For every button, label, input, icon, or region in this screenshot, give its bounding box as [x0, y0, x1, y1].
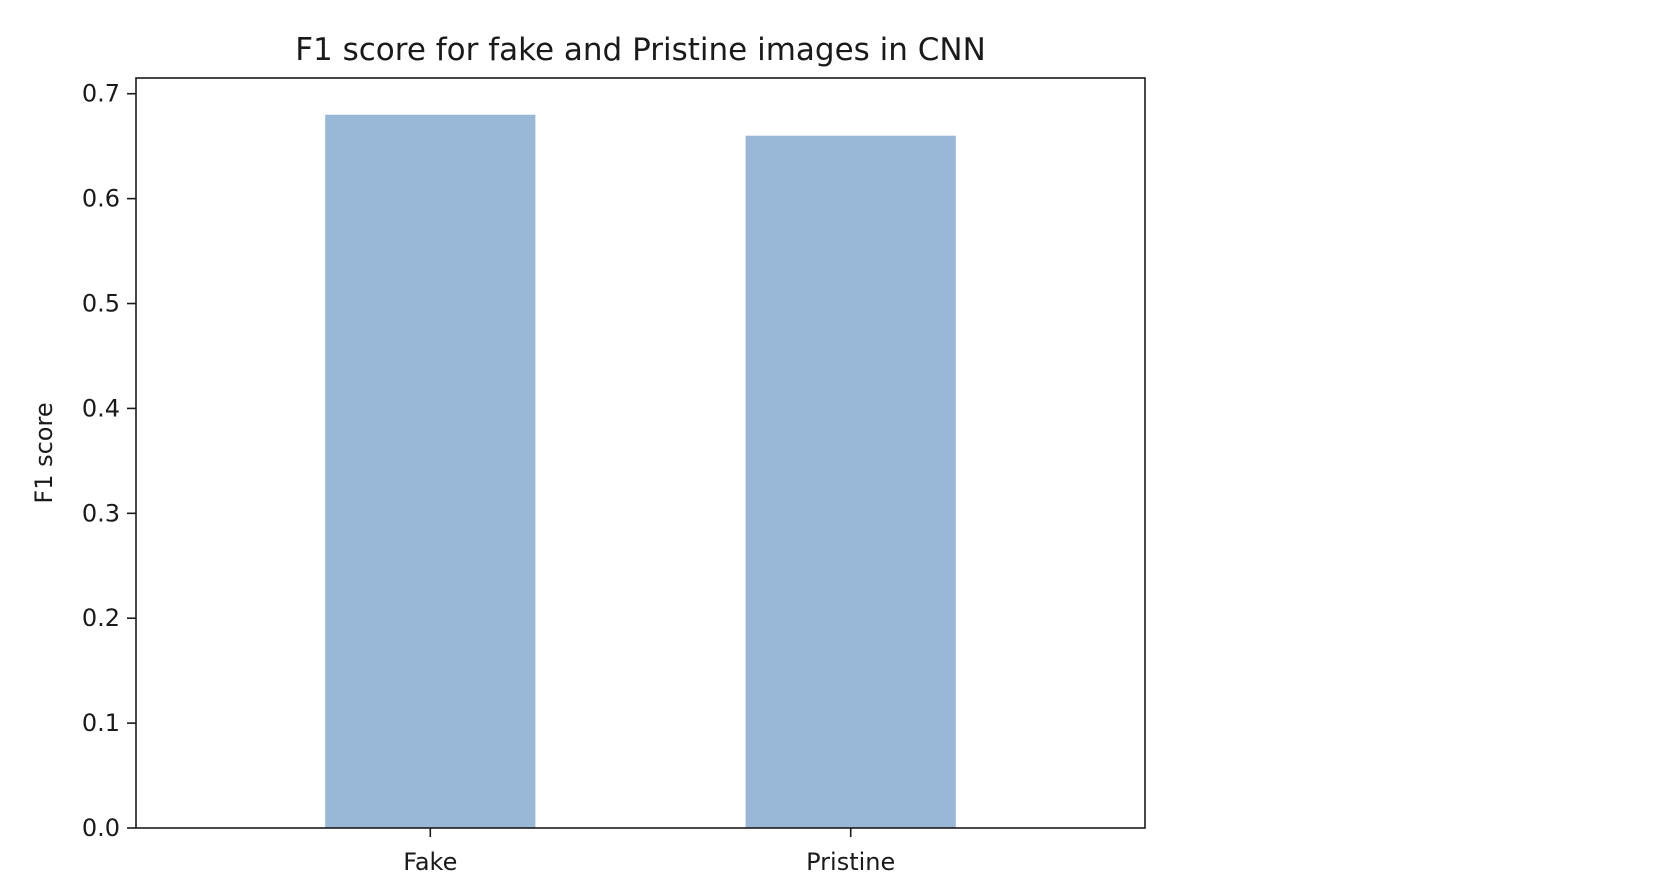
plot-frame: [135, 77, 1146, 829]
bar-fake: [325, 114, 536, 829]
y-tick-label: 0.1: [82, 709, 120, 737]
x-tick-label: Pristine: [806, 848, 895, 876]
y-tick-label: 0.7: [82, 80, 120, 108]
x-tick-label: Fake: [403, 848, 457, 876]
bars-group: [325, 114, 956, 829]
chart-title: F1 score for fake and Pristine images in…: [295, 32, 986, 68]
y-axis-ticks: 0.0 0.1 0.2 0.3 0.4 0.5 0.6 0.7: [82, 80, 136, 842]
y-tick-label: 0.6: [82, 185, 120, 213]
y-tick-label: 0.0: [82, 814, 120, 842]
y-axis-label: F1 score: [30, 402, 58, 503]
y-tick-label: 0.4: [82, 394, 120, 422]
x-axis-ticks: Fake Pristine: [403, 828, 895, 876]
y-tick-label: 0.2: [82, 604, 120, 632]
bar-pristine: [745, 135, 956, 828]
y-tick-label: 0.5: [82, 290, 120, 318]
y-tick-label: 0.3: [82, 499, 120, 527]
